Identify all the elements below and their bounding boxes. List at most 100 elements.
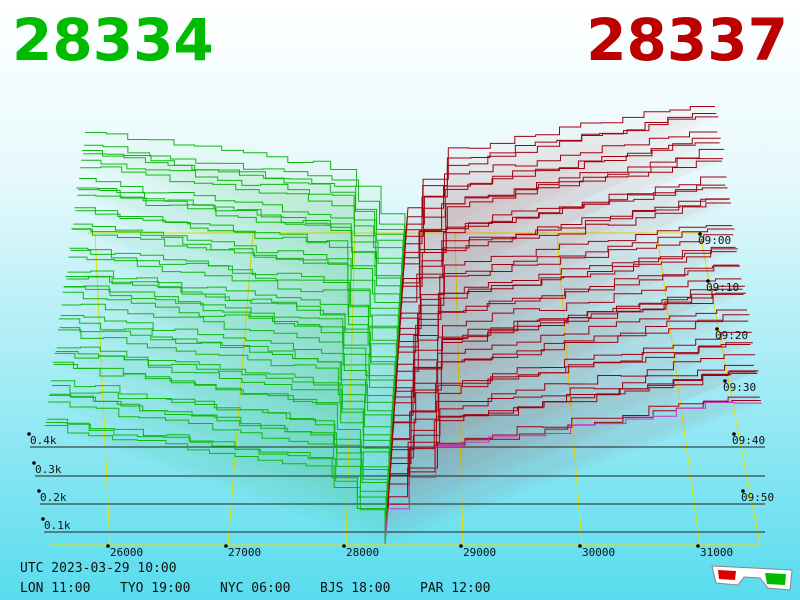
bid-layer xyxy=(52,361,390,486)
bid-layer xyxy=(82,150,405,266)
bid-layer xyxy=(75,210,401,318)
time-label: 09:10 xyxy=(706,281,739,294)
ask-layer xyxy=(390,320,749,457)
bid-layer xyxy=(47,418,387,530)
bid-layer xyxy=(84,144,406,252)
ask-layer xyxy=(398,198,729,332)
ask-layer xyxy=(388,342,753,486)
ask-layer xyxy=(390,309,748,449)
tick-dot xyxy=(37,489,41,493)
tick-dot xyxy=(106,544,110,548)
tick-dot xyxy=(32,461,36,465)
ask-layer xyxy=(399,176,727,318)
depth-label: 0.4k xyxy=(30,434,57,447)
bid-layer xyxy=(63,286,395,405)
bid-layer xyxy=(56,346,392,457)
tick-dot xyxy=(741,489,745,493)
ask-layer xyxy=(402,137,721,281)
ask-layer xyxy=(385,396,760,530)
bid-layer xyxy=(85,132,406,244)
bid-layer xyxy=(65,275,396,391)
tick-dot xyxy=(459,544,463,548)
city-time: PAR 12:00 xyxy=(420,581,490,596)
tick-dot xyxy=(723,379,727,383)
ask-layer xyxy=(385,370,759,523)
ask-layer xyxy=(399,187,728,325)
ask-layer xyxy=(403,116,719,266)
tick-dot xyxy=(578,544,582,548)
time-label: 09:30 xyxy=(723,381,756,394)
ask-layer xyxy=(396,228,735,369)
ask-layer xyxy=(388,331,752,479)
ask-layer xyxy=(401,157,723,296)
city-time: BJS 18:00 xyxy=(320,581,390,596)
bid-layer xyxy=(79,178,403,288)
bid-layer xyxy=(54,352,391,471)
bid-layer xyxy=(68,256,398,369)
bid-layer xyxy=(57,329,392,449)
bid-layer xyxy=(47,401,388,523)
time-label: 09:20 xyxy=(715,329,748,342)
city-time: TYO 19:00 xyxy=(120,581,190,596)
bid-layer xyxy=(45,425,386,544)
price-label: 29000 xyxy=(463,546,496,559)
order-book-layers xyxy=(45,106,762,545)
ask-layer xyxy=(397,202,731,347)
bid-layer xyxy=(80,166,404,281)
ask-layer xyxy=(403,131,718,259)
ask-layer xyxy=(389,344,751,471)
bid-layer xyxy=(62,291,395,413)
tick-dot xyxy=(41,517,45,521)
price-label: 27000 xyxy=(228,546,261,559)
tick-dot xyxy=(715,327,719,331)
bid-layer xyxy=(58,318,393,442)
bid-layer xyxy=(64,285,396,398)
ask-layer xyxy=(387,354,756,501)
tick-dot xyxy=(706,279,710,283)
city-time: NYC 06:00 xyxy=(220,581,290,596)
ask-layer xyxy=(397,225,733,354)
bid-layer xyxy=(67,270,397,376)
bid-layer xyxy=(48,394,388,515)
ask-layer xyxy=(395,251,737,384)
bid-layer xyxy=(50,380,389,501)
bid-layer xyxy=(71,228,399,347)
bid-layer xyxy=(81,159,404,274)
bid-layer xyxy=(51,385,389,493)
bid-layer xyxy=(46,422,387,537)
time-label: 09:40 xyxy=(732,434,765,447)
bid-layer xyxy=(61,303,394,420)
ask-layer xyxy=(401,160,722,288)
bid-layer xyxy=(76,187,402,310)
floor-grid xyxy=(50,232,761,546)
tick-dot xyxy=(732,432,736,436)
price-label: 28000 xyxy=(346,546,379,559)
bid-layer xyxy=(70,249,399,354)
ask-layer xyxy=(384,402,762,545)
price-label: 26000 xyxy=(110,546,143,559)
ask-layer xyxy=(394,248,738,391)
tick-dot xyxy=(342,544,346,548)
tick-dot xyxy=(27,432,31,436)
tick-dot xyxy=(224,544,228,548)
ask-layer xyxy=(393,278,742,413)
ask-layer xyxy=(400,148,725,303)
bid-layer xyxy=(59,327,393,435)
depth-label: 0.3k xyxy=(35,463,62,476)
ask-layer xyxy=(389,314,750,464)
ask-price: 28337 xyxy=(586,6,788,74)
price-label: 31000 xyxy=(700,546,733,559)
bid-layer xyxy=(73,223,400,332)
ask-layer xyxy=(391,292,746,442)
city-time: LON 11:00 xyxy=(20,581,90,596)
utc-time: UTC 2023-03-29 10:00 xyxy=(20,561,177,576)
tick-dot xyxy=(698,232,702,236)
bid-layer xyxy=(74,207,401,325)
ask-layer xyxy=(393,265,741,406)
ask-layer xyxy=(395,246,736,376)
bid-price: 28334 xyxy=(12,6,214,74)
depth-label: 0.2k xyxy=(40,491,67,504)
time-label: 09:50 xyxy=(741,491,774,504)
depth-label: 0.1k xyxy=(44,519,71,532)
